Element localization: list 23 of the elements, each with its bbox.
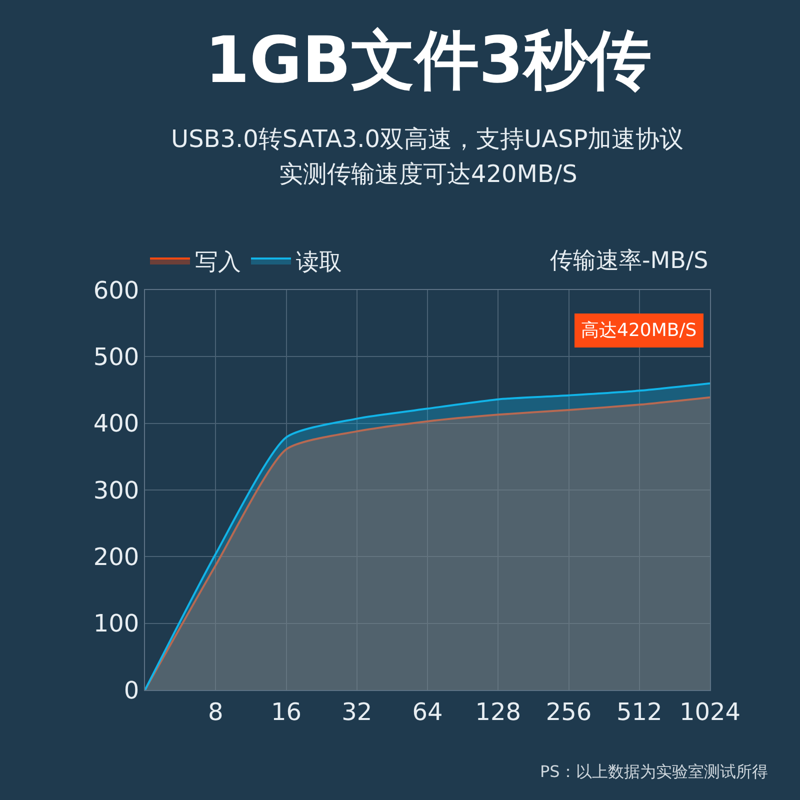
y-tick-label: 200 <box>93 543 140 572</box>
x-tick-label: 8 <box>208 698 224 726</box>
legend-label: 读取 <box>296 249 342 276</box>
x-tick-label: 128 <box>475 698 522 726</box>
x-tick-label: 16 <box>270 698 302 726</box>
text: PS：以上数据为实验室测试所得 <box>540 762 768 781</box>
y-tick-label: 400 <box>93 410 140 438</box>
y-tick-label: 100 <box>93 610 140 638</box>
y-tick-label: 300 <box>93 476 140 504</box>
x-tick-label: 32 <box>342 698 372 726</box>
x-tick-label: 512 <box>616 698 662 726</box>
y-tick-label: 500 <box>93 343 140 372</box>
y-axis-title: 传输速率-MB/S <box>550 248 708 274</box>
x-tick-label: 64 <box>412 698 443 726</box>
chart-subtitle: USB3.0转SATA3.0双高速，支持UASP加速协议 <box>171 125 684 153</box>
x-tick-label: 1024 <box>679 698 741 726</box>
y-tick-label: 600 <box>93 276 140 304</box>
chart-title: 1GB文件3秒传 <box>205 24 652 98</box>
annotation: 高达420MB/S <box>581 320 697 341</box>
text: 实测传输速度可达420MB/S <box>279 160 578 188</box>
y-tick-label: 0 <box>124 676 140 704</box>
legend-label: 写入 <box>195 249 241 276</box>
x-tick-label: 256 <box>546 698 592 726</box>
